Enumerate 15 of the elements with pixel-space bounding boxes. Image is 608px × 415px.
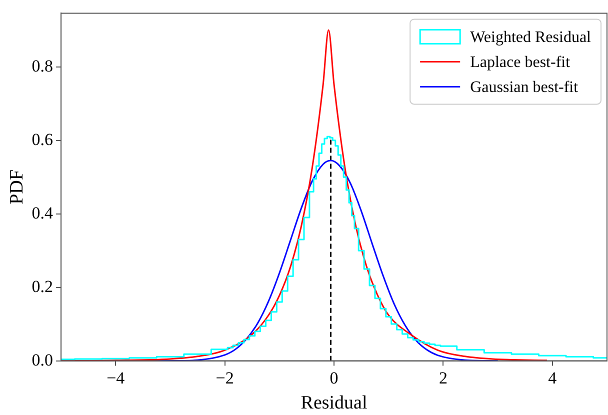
- x-axis-title: Residual: [300, 392, 368, 414]
- y-tick-label: 0.6: [32, 130, 54, 149]
- y-tick-label: 0.8: [32, 56, 54, 76]
- x-tick-label: −2: [216, 368, 234, 388]
- y-axis-title: PDF: [6, 170, 28, 204]
- x-tick-label: −4: [106, 368, 126, 388]
- x-tick-label: 4: [548, 368, 558, 388]
- x-tick-label: 0: [330, 368, 338, 388]
- legend-label: Gaussian best-fit: [470, 78, 579, 96]
- y-tick-label: 0.4: [32, 203, 54, 222]
- legend-label: Laplace best-fit: [470, 54, 571, 71]
- legend-label: Weighted Residual: [470, 28, 592, 46]
- x-tick-label: 2: [438, 368, 448, 388]
- y-tick-label: 0.0: [32, 350, 54, 370]
- y-tick-label: 0.2: [32, 276, 54, 296]
